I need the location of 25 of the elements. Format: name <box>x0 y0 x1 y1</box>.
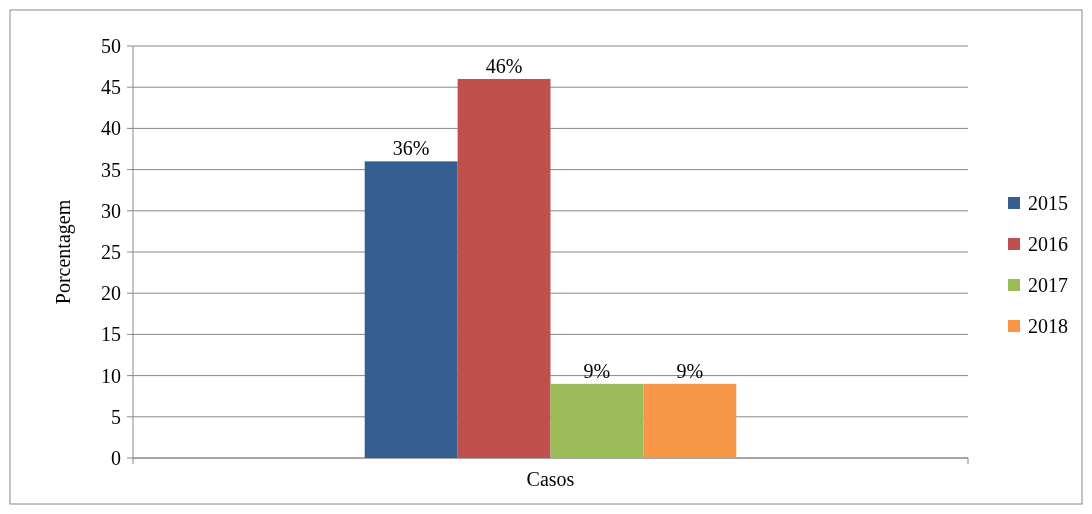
data-label: 9% <box>583 359 611 382</box>
legend-label: 2017 <box>1028 274 1068 296</box>
y-tick-label: 50 <box>101 35 121 57</box>
bar <box>457 78 551 458</box>
y-tick-label: 15 <box>101 323 121 346</box>
y-tick-label: 35 <box>101 158 121 181</box>
legend-label: 2018 <box>1028 315 1068 337</box>
x-tick-label: Casos <box>526 468 575 490</box>
legend-label: 2015 <box>1028 192 1068 214</box>
bar <box>364 161 458 458</box>
y-tick-label: 20 <box>101 282 121 305</box>
y-tick-label: 45 <box>101 76 121 99</box>
y-tick-label: 10 <box>101 364 121 387</box>
data-label: 46% <box>485 54 523 77</box>
data-label: 36% <box>392 137 430 160</box>
bar <box>550 383 644 458</box>
y-tick-label: 5 <box>111 405 121 428</box>
y-tick-label: 40 <box>101 117 121 140</box>
y-axis-title: Porcentagem <box>52 199 75 305</box>
legend-label: 2016 <box>1028 233 1068 255</box>
y-tick-label: 0 <box>111 447 121 469</box>
y-tick-label: 30 <box>101 199 121 222</box>
y-tick-label: 25 <box>101 241 121 263</box>
data-label: 9% <box>676 359 704 382</box>
bar <box>643 383 737 458</box>
